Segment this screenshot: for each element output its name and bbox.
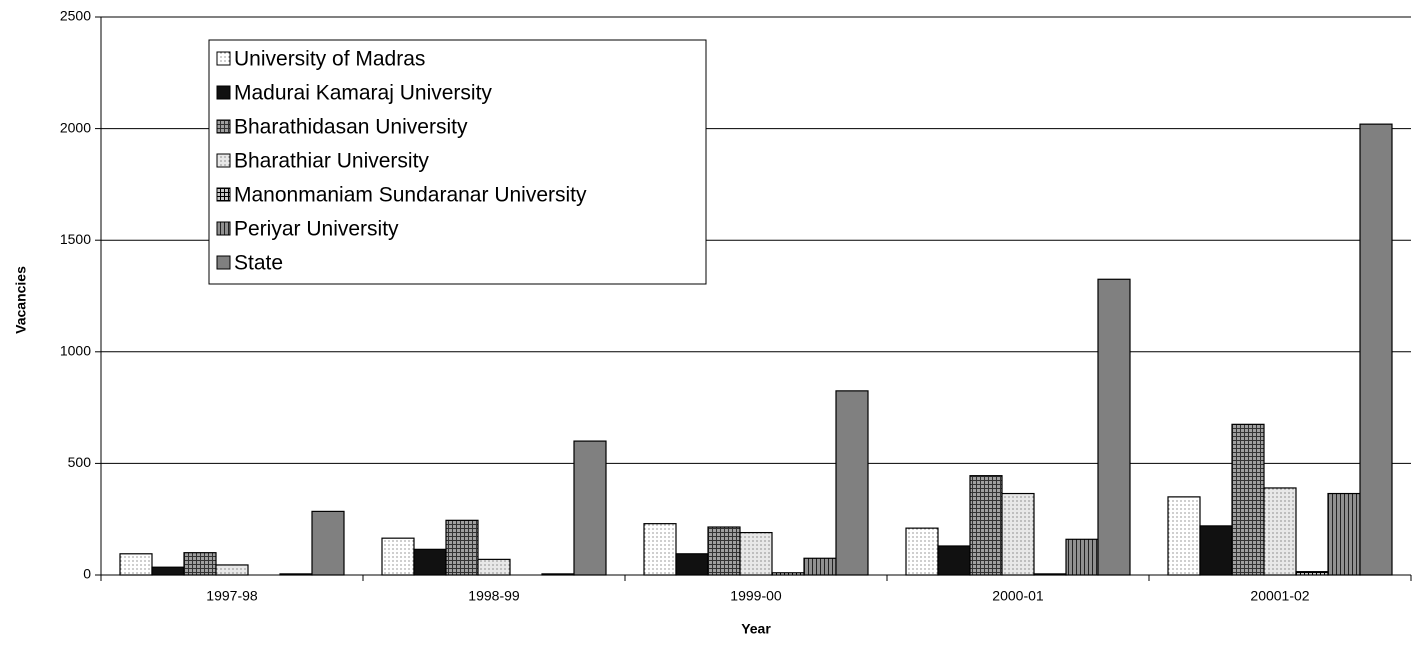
bar <box>1231 423 1265 576</box>
legend-label: Bharathidasan University <box>234 116 468 139</box>
y-axis-title: Vacancies <box>13 266 29 334</box>
bar <box>151 566 185 576</box>
bar <box>643 523 677 576</box>
bar <box>905 527 939 576</box>
legend-swatch <box>216 153 231 168</box>
legend-swatch <box>216 221 231 236</box>
y-tick-label: 500 <box>68 454 92 470</box>
bar <box>739 531 773 576</box>
bar <box>771 572 805 576</box>
legend-swatch <box>216 51 231 66</box>
bar <box>937 545 971 576</box>
bar <box>1167 496 1201 576</box>
bar <box>215 564 249 576</box>
bar <box>675 553 709 576</box>
x-axis-title: Year <box>741 621 771 637</box>
bar <box>1327 492 1361 576</box>
bar <box>1199 525 1233 576</box>
bar <box>311 510 345 576</box>
legend-label: Bharathiar University <box>234 150 429 173</box>
x-tick-label: 1998-99 <box>468 588 520 604</box>
x-tick-label: 1997-98 <box>206 588 258 604</box>
bar <box>541 573 575 576</box>
bar <box>119 553 153 576</box>
legend-swatch <box>216 255 231 270</box>
bar <box>183 552 217 576</box>
legend-label: Periyar University <box>234 218 399 241</box>
x-tick-label: 2000-01 <box>992 588 1044 604</box>
legend-label: Madurai Kamaraj University <box>234 82 492 105</box>
bar <box>477 558 511 576</box>
bar <box>803 557 837 576</box>
bar <box>1065 538 1099 576</box>
bar <box>1263 487 1297 576</box>
legend-swatch <box>216 85 231 100</box>
bar <box>279 573 313 576</box>
y-tick-label: 2500 <box>60 8 91 24</box>
bar <box>381 537 415 576</box>
bar <box>573 440 607 576</box>
y-tick-label: 1500 <box>60 231 91 247</box>
y-tick-label: 0 <box>83 566 91 582</box>
legend-label: University of Madras <box>234 48 425 71</box>
bar <box>413 548 447 576</box>
bar <box>835 390 869 576</box>
y-tick-label: 1000 <box>60 343 91 359</box>
bar <box>445 519 479 576</box>
bar <box>1001 492 1035 576</box>
legend-label: State <box>234 252 283 275</box>
bar <box>1033 573 1067 576</box>
bar <box>969 475 1003 576</box>
bar <box>1295 571 1329 576</box>
legend-swatch <box>216 187 231 202</box>
bar <box>707 526 741 576</box>
legend-box <box>208 39 707 285</box>
bar <box>1097 278 1131 576</box>
y-tick-label: 2000 <box>60 119 91 135</box>
legend-label: Manonmaniam Sundaranar University <box>234 184 587 207</box>
legend-swatch <box>216 119 231 134</box>
x-tick-label: 1999-00 <box>730 588 782 604</box>
bar <box>1359 123 1393 576</box>
x-tick-label: 20001-02 <box>1250 588 1309 604</box>
